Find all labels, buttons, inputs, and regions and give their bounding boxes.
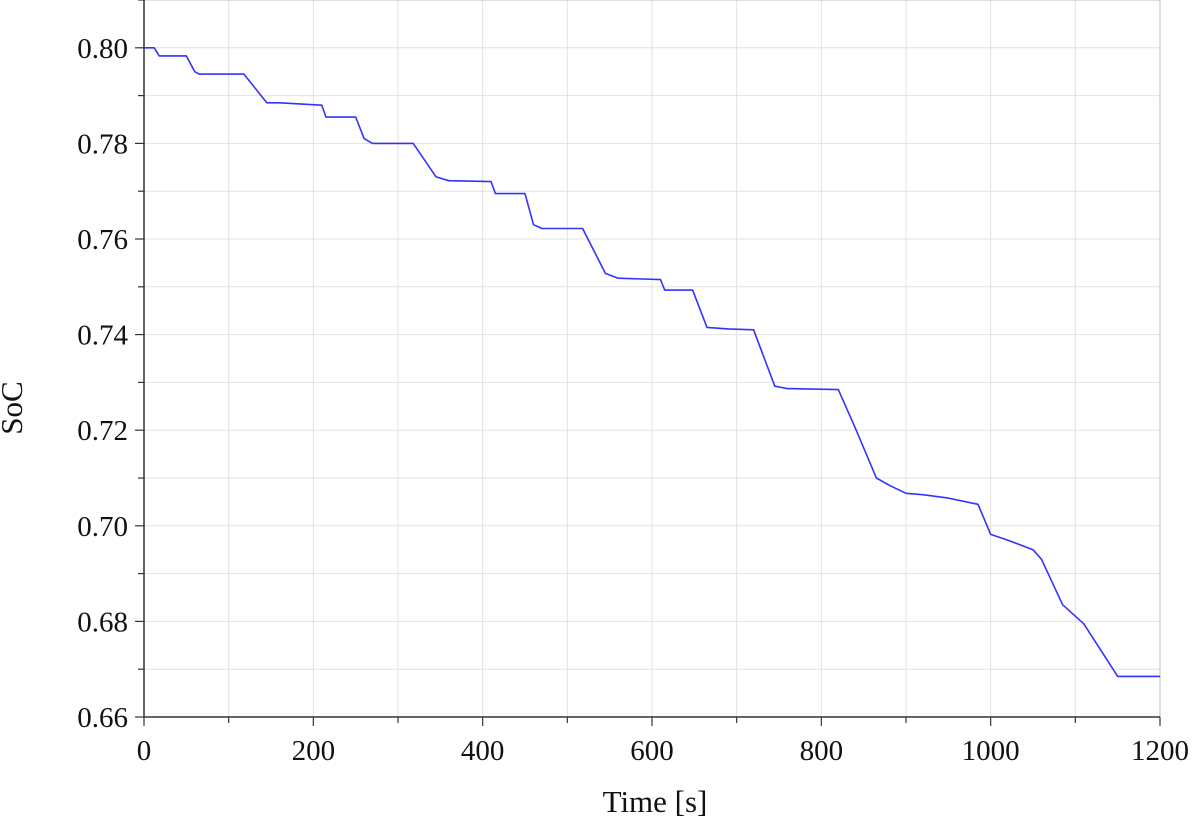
axes — [135, 0, 1161, 726]
x-axis-title: Time [s] — [603, 784, 708, 819]
tick-labels: 0 200 400 600 800 1000 1200 0.66 0.68 0.70 0.72 0.7… — [77, 33, 1189, 767]
x-tick-label: 1200 — [1131, 735, 1189, 767]
y-tick-label: 0.78 — [77, 128, 128, 160]
y-tick-label: 0.72 — [77, 415, 128, 447]
y-tick-label: 0.68 — [77, 606, 128, 638]
y-tick-label: 0.80 — [77, 33, 128, 65]
x-tick-label: 1000 — [962, 735, 1020, 767]
x-tick-label: 800 — [800, 735, 844, 767]
grid-lines — [144, 0, 1160, 717]
y-axis-title: SoC — [0, 381, 29, 434]
y-tick-label: 0.66 — [77, 702, 128, 734]
x-tick-label: 400 — [461, 735, 505, 767]
soc-series-line — [144, 46, 1160, 678]
y-tick-label: 0.74 — [77, 320, 128, 352]
x-tick-label: 200 — [292, 735, 336, 767]
x-tick-label: 600 — [630, 735, 674, 767]
x-tick-label: 0 — [137, 735, 152, 767]
y-tick-label: 0.70 — [77, 511, 128, 543]
y-tick-label: 0.76 — [77, 224, 128, 256]
